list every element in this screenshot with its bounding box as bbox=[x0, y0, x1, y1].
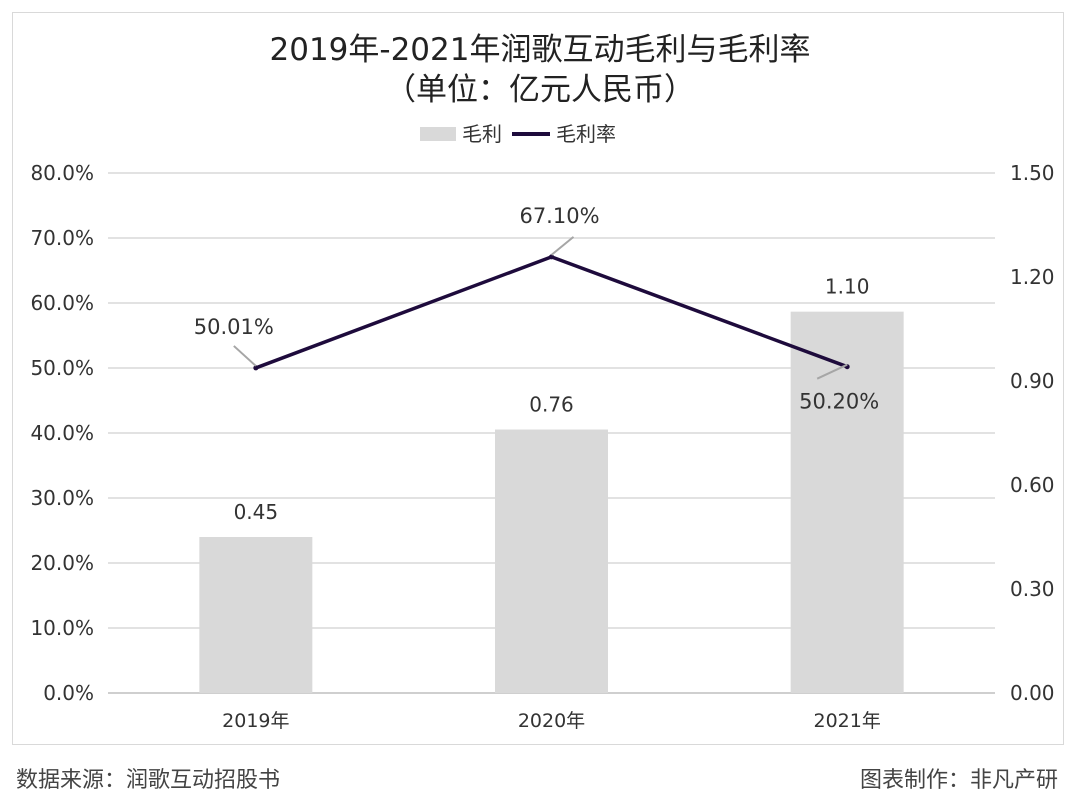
legend-bar-label: 毛利 bbox=[462, 122, 502, 146]
chart-title: 2019年-2021年润歌互动毛利与毛利率 bbox=[270, 32, 811, 68]
left-axis-tick: 40.0% bbox=[30, 421, 94, 445]
leader-line bbox=[816, 363, 848, 380]
right-axis-tick: 1.20 bbox=[1010, 265, 1055, 289]
bar-data-label: 0.45 bbox=[234, 500, 279, 524]
line-data-label: 67.10% bbox=[519, 204, 599, 228]
margin-line bbox=[255, 255, 848, 370]
left-axis-tick: 60.0% bbox=[30, 291, 94, 315]
left-axis-tick: 30.0% bbox=[30, 486, 94, 510]
legend-line-label: 毛利率 bbox=[556, 122, 616, 146]
left-axis-tick: 80.0% bbox=[30, 161, 94, 185]
credit-note: 图表制作：非凡产研 bbox=[859, 768, 1058, 793]
bar-data-label: 1.10 bbox=[825, 275, 870, 299]
left-axis-tick: 50.0% bbox=[30, 356, 94, 380]
leader-line bbox=[550, 236, 575, 256]
right-axis-tick: 0.90 bbox=[1010, 369, 1055, 393]
right-axis-tick: 0.60 bbox=[1010, 473, 1055, 497]
source-note: 数据来源：润歌互动招股书 bbox=[16, 768, 281, 793]
line-data-label: 50.01% bbox=[194, 315, 274, 339]
left-axis-tick: 70.0% bbox=[30, 226, 94, 250]
line-data-label: 50.20% bbox=[799, 390, 879, 414]
leader-line bbox=[233, 345, 257, 367]
margin-point bbox=[549, 254, 554, 260]
left-axis-tick: 0.0% bbox=[43, 681, 94, 705]
x-axis-tick: 2021年 bbox=[813, 710, 880, 732]
legend-bar-swatch bbox=[420, 127, 456, 141]
right-axis-tick: 0.00 bbox=[1010, 681, 1055, 705]
right-axis-tick: 1.50 bbox=[1010, 161, 1055, 185]
chart-frame bbox=[12, 12, 1064, 745]
right-axis-tick: 0.30 bbox=[1010, 577, 1055, 601]
x-axis-tick: 2020年 bbox=[518, 710, 585, 732]
x-axis-tick: 2019年 bbox=[222, 710, 289, 732]
bar bbox=[199, 537, 313, 693]
left-axis-tick: 20.0% bbox=[30, 551, 94, 575]
bar bbox=[790, 311, 904, 693]
bar-data-label: 0.76 bbox=[529, 393, 574, 417]
margin-point bbox=[253, 365, 259, 371]
bar bbox=[495, 429, 608, 693]
chart-subtitle: （单位：亿元人民币） bbox=[385, 72, 695, 108]
left-axis-tick: 10.0% bbox=[30, 616, 94, 640]
